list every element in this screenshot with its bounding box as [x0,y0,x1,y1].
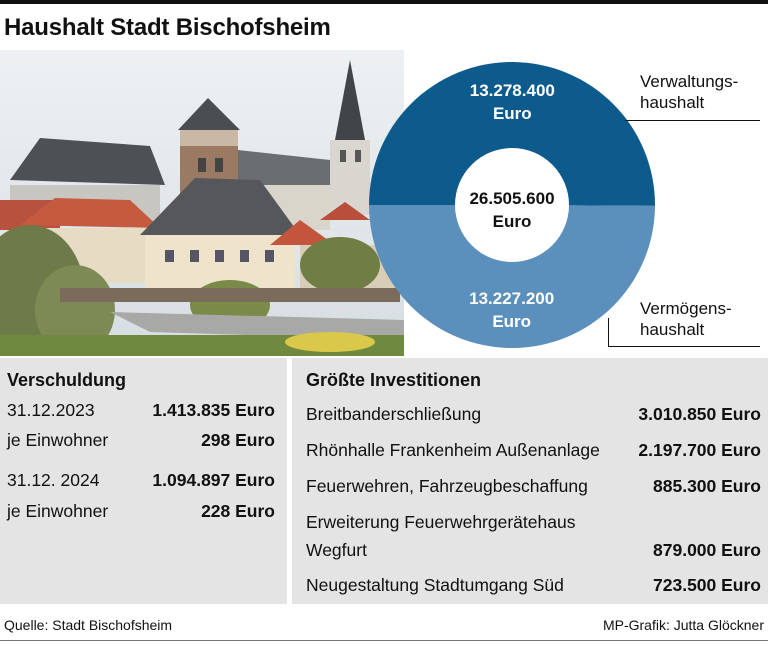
debt-per-capita-value-2023: 298 Euro [201,430,275,450]
debt-value-2024: 1.094.897 Euro [152,470,275,490]
debt-per-capita-label-2024: je Einwohner [7,501,109,521]
investment-label: Feuerwehren, Fahrzeugbeschaffung [306,476,588,496]
leader-line-bottom [608,346,760,347]
leader-line-top [625,120,760,121]
debt-value-2023: 1.413.835 Euro [152,400,275,420]
slice-vermoegenshaushalt [369,205,655,349]
leader-tick-bottom [608,318,609,346]
debt-panel: Verschuldung 31.12.2023 1.413.835 Euro j… [0,358,287,604]
debt-date-2023: 31.12.2023 [7,400,95,420]
investment-value: 723.500 Euro [653,575,761,595]
investment-value: 879.000 Euro [653,540,761,560]
slice-label-line2: haushalt [640,320,705,339]
town-photo [0,50,404,356]
debt-heading: Verschuldung [7,370,127,390]
slice-label-line2: haushalt [640,93,705,112]
investments-panel: Größte Investitionen Breitbanderschließu… [292,358,768,604]
debt-per-capita-label-2023: je Einwohner [7,430,109,450]
slice-value-label: 13.227.200 [469,289,554,308]
slice-value-label: 13.278.400 [470,81,555,100]
debt-date-2024: 31.12. 2024 [7,470,100,490]
slice-label-vermoegen: Vermögens- haushalt [640,298,760,340]
investment-label: Breitbanderschließung [306,404,482,424]
top-rule [0,0,768,4]
investment-label: Neugestaltung Stadtumgang Süd [306,575,564,595]
slice-unit-label: Euro [493,104,532,123]
source-note: Quelle: Stadt Bischofsheim [4,617,173,633]
investment-label: Rhönhalle Frankenheim Außenanlage [306,440,600,460]
slice-label-line1: Vermögens- [640,299,732,318]
town-illustration [0,50,404,356]
investment-label: Erweiterung Feuerwehrgerätehaus [306,512,576,532]
investment-label-continued: Wegfurt [306,540,367,560]
page-title: Haushalt Stadt Bischofsheim [4,14,331,41]
footer-rule [0,640,768,641]
donut-svg: 13.278.400 Euro 13.227.200 Euro 26.505.600 Eu… [369,62,655,349]
debt-per-capita-value-2024: 228 Euro [201,501,275,521]
slice-label-line1: Verwaltungs- [640,72,739,91]
donut-total-unit: Euro [493,212,532,231]
investment-value: 885.300 Euro [653,476,761,496]
investment-value: 2.197.700 Euro [638,440,761,460]
graphic-credit: MP-Grafik: Jutta Glöckner [602,617,764,633]
slice-verwaltungshaushalt [369,62,655,206]
investments-heading: Größte Investitionen [306,370,482,390]
budget-donut-chart: 13.278.400 Euro 13.227.200 Euro 26.505.600 Eu… [360,50,660,356]
slice-label-verwaltung: Verwaltungs- haushalt [640,71,760,113]
investment-value: 3.010.850 Euro [638,404,761,424]
donut-total-value: 26.505.600 [469,189,554,208]
slice-unit-label: Euro [492,312,531,331]
